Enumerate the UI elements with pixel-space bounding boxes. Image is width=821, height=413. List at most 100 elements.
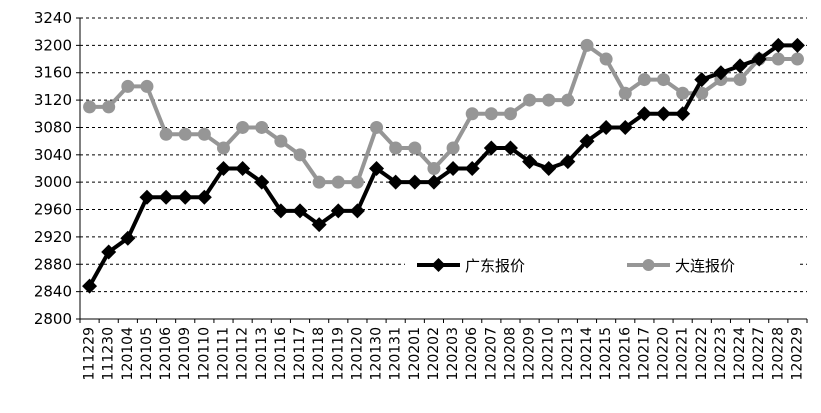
data-point-guangdong (120, 230, 136, 246)
data-point-dalian (427, 162, 441, 175)
data-point-guangdong (522, 154, 538, 170)
axes (76, 17, 808, 323)
data-point-guangdong (636, 106, 652, 122)
data-point-dalian (178, 127, 192, 141)
legend-background (405, 246, 800, 286)
legend-marker-guangdong (431, 258, 446, 272)
x-tick-label: 120106 (158, 327, 174, 381)
x-tick-label: 120201 (407, 327, 423, 380)
y-tick-label: 2800 (34, 310, 72, 328)
data-point-dalian (274, 134, 288, 148)
y-tick-label: 3160 (34, 64, 72, 82)
x-tick-label: 120216 (617, 327, 633, 381)
series-guangdong (82, 37, 805, 294)
data-point-dalian (790, 52, 804, 66)
x-tick-label: 120131 (388, 327, 404, 380)
data-point-guangdong (196, 189, 212, 205)
data-point-dalian (523, 93, 537, 107)
data-point-dalian (771, 52, 785, 66)
data-point-guangdong (254, 174, 270, 190)
x-tick-label: 120227 (751, 327, 767, 380)
data-point-dalian (255, 120, 269, 134)
data-point-dalian (312, 175, 326, 189)
x-tick-label: 111230 (101, 327, 117, 380)
data-point-dalian (484, 107, 498, 121)
data-point-dalian (389, 141, 403, 155)
legend: 广东报价 大连报价 (405, 246, 800, 286)
data-point-dalian (465, 107, 479, 121)
data-point-dalian (102, 100, 116, 114)
x-tick-label: 120116 (273, 327, 289, 381)
x-tick-label: 111229 (82, 327, 98, 380)
x-tick-label: 120105 (139, 327, 155, 380)
x-tick-label: 120222 (694, 327, 710, 380)
data-point-dalian (159, 127, 173, 141)
data-point-guangdong (215, 161, 231, 176)
series-line-dalian (89, 43, 798, 185)
data-point-guangdong (770, 37, 786, 53)
legend-marker-dalian (642, 259, 655, 271)
y-axis-tick-labels: 2800 2840 2880 2920 2960 3000 3040 3080 3120 3160… (34, 9, 72, 328)
data-point-guangdong (694, 72, 710, 88)
gridlines (80, 17, 807, 293)
x-tick-label: 120104 (120, 327, 136, 381)
data-point-guangdong (177, 189, 193, 205)
data-point-guangdong (464, 161, 480, 176)
data-point-dalian (695, 86, 709, 100)
data-point-dalian (542, 93, 556, 107)
series-dalian (83, 38, 804, 189)
x-tick-label: 120202 (426, 327, 442, 380)
x-tick-label: 120119 (330, 327, 346, 380)
x-tick-label: 120229 (789, 327, 805, 380)
data-point-dalian (637, 73, 651, 87)
data-point-dalian (657, 73, 671, 87)
data-point-dalian (350, 175, 364, 189)
data-point-guangdong (445, 161, 461, 176)
x-tick-label: 120207 (483, 327, 499, 380)
data-point-guangdong (369, 161, 385, 176)
y-tick-label: 2840 (34, 283, 72, 301)
data-point-dalian (599, 52, 613, 66)
x-tick-label: 120221 (675, 327, 691, 380)
x-tick-label: 120228 (770, 327, 786, 380)
data-point-guangdong (330, 203, 346, 219)
data-point-dalian (293, 148, 307, 162)
x-tick-label: 120213 (560, 327, 576, 380)
data-point-guangdong (273, 203, 289, 219)
data-point-guangdong (292, 203, 308, 219)
data-point-guangdong (158, 189, 174, 205)
legend-item-guangdong: 广东报价 (417, 257, 525, 275)
x-tick-label: 120208 (502, 327, 518, 380)
data-point-guangdong (483, 140, 499, 156)
x-tick-label: 120210 (541, 327, 557, 380)
data-point-dalian (580, 38, 594, 52)
x-tick-label: 120223 (713, 327, 729, 380)
data-point-guangdong (101, 244, 117, 260)
data-point-dalian (370, 120, 384, 134)
x-tick-label: 120120 (349, 327, 365, 380)
data-point-guangdong (407, 174, 423, 190)
legend-label-dalian: 大连报价 (675, 257, 735, 275)
x-tick-label: 120117 (292, 327, 308, 380)
y-tick-label: 3200 (34, 36, 72, 54)
x-tick-label: 120224 (732, 327, 748, 381)
y-tick-label: 3240 (34, 9, 72, 27)
data-point-guangdong (751, 51, 767, 67)
data-point-dalian (83, 100, 97, 114)
x-axis-tick-labels: 111229 111230 120104 120105 120106 120109 1201… (82, 327, 806, 381)
data-point-guangdong (349, 203, 365, 219)
data-point-guangdong (789, 37, 805, 53)
data-point-guangdong (502, 140, 518, 156)
data-point-guangdong (82, 278, 98, 294)
data-point-dalian (197, 127, 211, 141)
data-point-guangdong (139, 189, 155, 205)
data-point-guangdong (579, 133, 595, 149)
data-point-guangdong (560, 154, 576, 170)
data-point-guangdong (426, 174, 442, 190)
x-tick-label: 120130 (369, 327, 385, 380)
data-point-dalian (446, 141, 460, 155)
y-tick-label: 2960 (34, 201, 72, 219)
data-point-guangdong (675, 106, 691, 122)
y-tick-label: 2920 (34, 228, 72, 246)
